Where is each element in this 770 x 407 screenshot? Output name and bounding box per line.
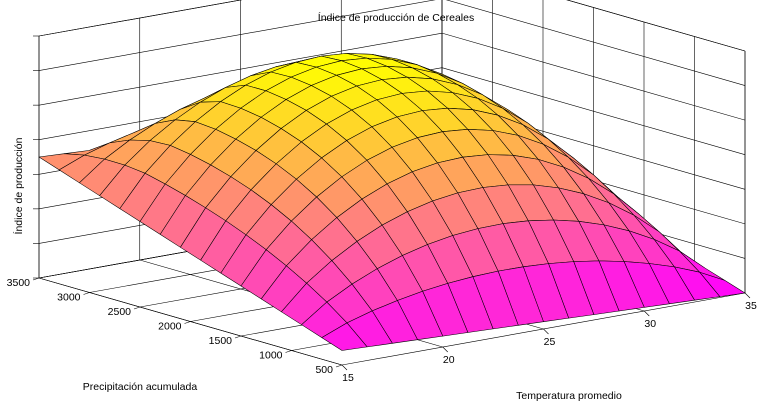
axis-ticks: 500 1000 1500 2000 2500 3000 3500 15 20 25 30 35	[7, 35, 757, 384]
x-tick	[335, 364, 343, 368]
y-tick	[744, 292, 751, 299]
z-gridline	[38, 0, 243, 37]
y-tick-label: 35	[745, 300, 757, 312]
y-tick-label: 30	[644, 318, 656, 330]
chart-title: Índice de producción de Cereales	[318, 11, 474, 24]
x-tick-label: 3000	[57, 292, 81, 304]
surface-mesh	[38, 53, 746, 351]
y-tick-label: 25	[544, 336, 556, 348]
x-tick-label: 1500	[209, 335, 233, 347]
y-tick	[442, 346, 448, 353]
x-axis-label: Precipitación acumulada	[83, 381, 198, 393]
x-tick	[133, 306, 141, 310]
y-tick-label: 15	[342, 372, 354, 384]
y-tick	[644, 310, 650, 317]
x-tick	[285, 350, 292, 353]
y-tick	[543, 328, 549, 335]
x-tick-label: 1000	[259, 350, 283, 362]
x-tick	[234, 335, 242, 339]
y-tick-label: 20	[443, 354, 455, 366]
x-tick	[32, 277, 40, 281]
x-tick	[184, 321, 191, 324]
surface-patch	[321, 322, 368, 351]
z-axis-label: Índice de producción	[12, 137, 25, 234]
x-tick-label: 2500	[108, 306, 132, 318]
y-axis-label: Temperatura promedio	[516, 390, 622, 402]
x-tick-label: 500	[315, 364, 333, 376]
x-tick	[83, 292, 90, 295]
x-tick-label: 2000	[158, 321, 182, 333]
y-tick	[341, 364, 348, 371]
x-tick-label: 3500	[7, 277, 31, 289]
